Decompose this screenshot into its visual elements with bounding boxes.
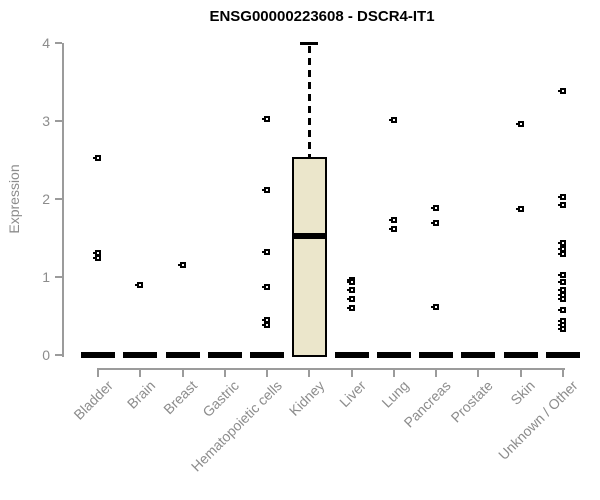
x-axis-tick [435,370,438,377]
zero-median-bar [81,352,115,358]
outlier-point [557,202,566,209]
x-axis-tick [223,370,226,377]
outlier-point [262,115,271,122]
outlier-point [557,240,566,247]
zero-median-bar [165,352,200,358]
outlier-point [346,305,355,312]
x-tick-label: Skin [507,377,539,408]
outlier-point [557,250,566,257]
y-axis-tick [55,42,62,44]
y-tick-label: 3 [42,113,50,129]
y-tick-label: 4 [42,35,50,51]
zero-median-bar [250,352,285,358]
x-axis-tick [308,370,311,377]
x-tick-label: Gastric [199,377,243,420]
x-tick-label: Unknown / Other [494,377,581,463]
outlier-point [262,322,271,329]
x-axis-tick [477,370,480,377]
outlier-point [93,154,101,161]
outlier-point [557,193,566,200]
outlier-point [515,121,524,128]
y-axis-tick [55,198,62,200]
outlier-point [93,249,101,256]
y-axis-line [62,43,64,357]
outlier-point [346,287,355,294]
outlier-point [262,186,271,193]
x-axis-tick [139,370,142,377]
outlier-point [388,217,397,224]
outlier-point [557,326,566,333]
zero-median-bar [461,352,496,358]
outlier-point [557,278,566,285]
x-tick-label: Bladder [70,377,116,423]
chart-title: ENSG00000223608 - DSCR4-IT1 [209,8,435,25]
outlier-point [262,284,271,291]
x-axis-tick [350,370,353,377]
zero-median-bar [334,352,369,358]
outlier-point [346,295,355,302]
y-tick-label: 0 [42,347,50,363]
x-tick-label: Kidney [285,377,327,419]
x-axis-tick [519,370,522,377]
x-axis-tick [181,370,184,377]
zero-median-bar [419,352,454,358]
outlier-point [515,206,524,213]
y-tick-label: 1 [42,269,50,285]
whisker-cap [300,42,319,45]
y-axis-tick [55,276,62,278]
zero-median-bar [376,352,411,358]
x-tick-label: Prostate [447,377,497,426]
zero-median-bar [503,352,538,358]
outlier-point [431,220,440,227]
x-axis-tick [392,370,395,377]
x-axis-line [97,368,565,370]
outlier-point [557,306,566,313]
median-line [292,233,328,240]
x-tick-label: Breast [160,377,201,418]
zero-median-bar [545,352,580,358]
y-axis-tick [55,354,62,356]
outlier-point [557,272,566,279]
outlier-point [388,117,397,124]
outlier-point [431,205,440,212]
outlier-point [388,226,397,233]
x-tick-label: Brain [123,377,158,412]
y-tick-label: 2 [42,191,50,207]
zero-median-bar [207,352,242,358]
x-axis-tick [561,370,564,377]
outlier-point [262,316,271,323]
outlier-point [262,249,271,256]
x-tick-label: Lung [378,377,412,411]
outlier-point [93,255,101,262]
outlier-point [346,278,355,285]
outlier-point [177,262,186,269]
outlier-point [557,87,566,94]
y-axis-tick [55,120,62,122]
x-axis-tick [266,370,269,377]
x-axis-tick [97,370,99,377]
outlier-point [431,304,440,311]
zero-median-bar [123,352,158,358]
x-tick-label: Liver [336,377,370,411]
outlier-point [135,281,144,288]
whisker-line [308,46,312,157]
outlier-point [557,295,566,302]
box [292,156,328,357]
